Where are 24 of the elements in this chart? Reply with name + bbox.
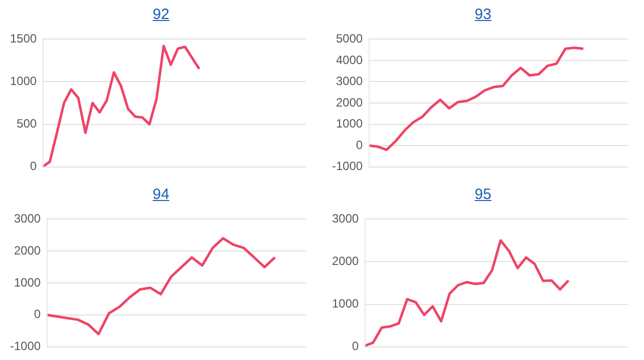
y-tick-label: 3000 bbox=[332, 212, 360, 226]
y-tick-label: 2000 bbox=[14, 243, 42, 258]
y-tick-label: 1000 bbox=[10, 74, 38, 88]
y-tick-label: 2000 bbox=[332, 254, 360, 268]
y-tick-label: 1000 bbox=[336, 116, 364, 131]
y-tick-label: 500 bbox=[16, 116, 38, 131]
y-tick-label: 1000 bbox=[14, 275, 42, 290]
y-tick-label: 0 bbox=[34, 307, 42, 322]
y-tick-label: -1000 bbox=[332, 159, 364, 174]
y-tick-label: 4000 bbox=[336, 52, 364, 67]
y-tick-label: 0 bbox=[356, 138, 364, 152]
y-tick-label: 1500 bbox=[10, 32, 38, 46]
y-tick-label: -1000 bbox=[10, 339, 42, 354]
y-tick-label: 5000 bbox=[336, 32, 364, 46]
y-tick-label: 0 bbox=[30, 159, 38, 174]
chart-title: 92 bbox=[152, 6, 170, 23]
chart-title: 94 bbox=[152, 186, 170, 203]
y-tick-label: 0 bbox=[352, 339, 360, 354]
y-tick-label: 2000 bbox=[336, 95, 364, 110]
y-tick-label: 1000 bbox=[332, 296, 360, 311]
chart-title: 95 bbox=[474, 186, 492, 203]
y-tick-label: 3000 bbox=[336, 74, 364, 88]
chart-title: 93 bbox=[474, 6, 492, 23]
y-tick-label: 3000 bbox=[14, 212, 42, 226]
